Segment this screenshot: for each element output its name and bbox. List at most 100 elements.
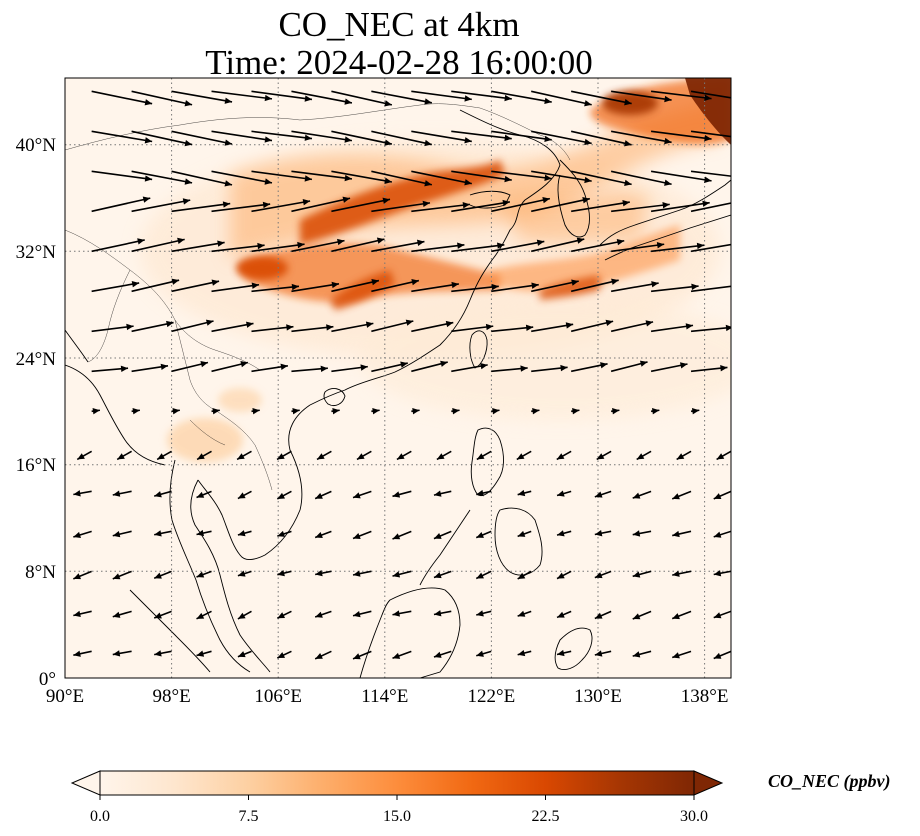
wind-arrow [517,610,532,617]
wind-arrow [131,130,193,147]
wind-arrow-shaft [730,131,731,133]
wind-arrow [411,170,472,186]
wind-arrow-shaft [291,325,334,333]
wind-arrow-shaft [451,90,512,100]
wind-arrow-head [392,652,401,659]
wind-arrow-shaft [611,243,665,253]
wind-arrow-head [576,237,585,244]
wind-arrow [531,364,568,373]
wind-arrow [632,570,652,578]
wind-arrow [570,130,632,147]
wind-arrow [112,530,132,538]
japan-south-coast [604,214,731,261]
wind-arrow-head [782,197,790,203]
wind-arrow-shaft [371,240,425,253]
wind-arrow-shaft [730,410,731,412]
wind-arrow-shaft [491,170,552,180]
wind-arrow-head [424,98,432,105]
wind-arrow-shaft [171,241,225,253]
wind-arrow [491,365,528,373]
wind-arrow-head [557,611,565,618]
wind-arrow-shaft [371,170,433,186]
wind-arrow-head [337,238,345,246]
wind-arrow-head [433,572,442,579]
wind-arrow-head [424,180,432,187]
wind-arrow-head [676,453,685,460]
wind-arrow-shaft [531,197,590,213]
wind-arrow [237,570,252,577]
wind-arrow-head [200,361,208,368]
wind-arrow-shaft [171,130,233,145]
wind-arrow [371,319,414,333]
wind-arrow [610,130,672,145]
wind-arrow [650,170,712,183]
wind-arrow-head [632,571,641,578]
wind-arrow [277,569,292,577]
wind-arrow-head [277,569,285,577]
wind-arrow-head [315,492,323,499]
wind-arrow [153,610,172,619]
wind-arrow [611,90,672,103]
wind-arrow [690,324,731,333]
wind-arrow-head [384,139,392,146]
wind-arrow-head [624,140,632,147]
wind-arrow [713,530,731,538]
wind-arrow [491,407,500,415]
wind-arrow [713,570,731,577]
pacific-wash [360,300,731,420]
wind-arrow [331,278,380,293]
wind-arrow [371,170,433,187]
wind-arrow [291,196,351,213]
wind-arrow-shaft [171,170,233,186]
wind-arrow-head [237,530,246,537]
lat-label: 8°N [25,562,56,583]
wind-arrow-shaft [690,243,731,253]
wind-arrow-head [222,201,231,208]
wind-arrow-head [632,613,641,620]
colorbar-gradient [99,770,695,796]
wind-arrow [91,170,153,182]
wind-arrow-head [384,100,392,107]
wind-arrow [314,490,332,500]
wind-arrow [91,281,140,293]
wind-arrow [171,361,209,373]
wind-arrow [211,201,271,213]
wind-arrow-head [744,135,751,141]
wind-arrow [251,241,305,253]
wind-arrow-head [560,364,568,372]
cb-tick-label: 15.0 [383,808,411,825]
wind-arrow [475,530,492,539]
wind-arrow-head [517,530,526,537]
wind-arrow-head [713,570,722,577]
lat-label: 0° [39,669,56,690]
wind-arrow-head [315,652,323,659]
wind-arrow-shaft [531,323,574,333]
wind-arrow [531,197,590,213]
wind-arrow [291,170,353,182]
wind-arrow [331,237,385,253]
wind-arrow-head [476,531,484,538]
wind-arrow [73,490,92,497]
wind-arrow-head [277,492,286,499]
wind-arrow [411,202,471,213]
wind-arrow [277,530,292,537]
wind-arrow [730,370,731,372]
wind-arrow-shaft [91,325,134,333]
indochina-coast [197,404,311,560]
wind-arrow [211,242,265,253]
wind-arrow [571,90,632,106]
wind-arrow [154,650,172,657]
wind-arrow-head [315,611,323,618]
wind-arrow [611,407,620,415]
wind-arrow-head [632,530,641,537]
wind-arrow-head [594,650,603,657]
wind-arrow-shaft [730,210,731,212]
wind-arrow-head [584,176,592,184]
wind-arrow [171,319,214,333]
wind-arrow [690,407,700,415]
wind-arrow-shaft [131,321,174,333]
myanmar-coast [65,364,166,466]
wind-arrow [594,490,612,498]
wind-arrow-head [594,572,603,579]
wind-arrow [73,570,92,580]
